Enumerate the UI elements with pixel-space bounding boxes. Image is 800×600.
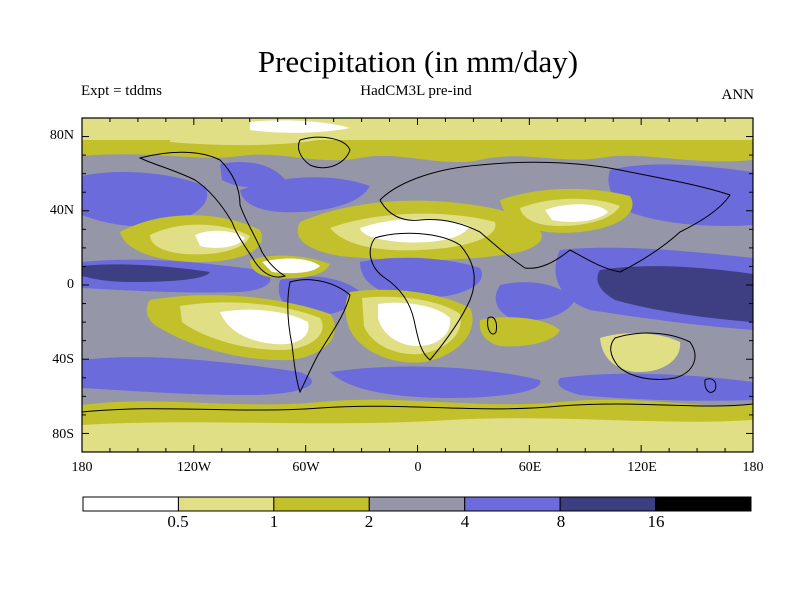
coast-africa: [369, 232, 475, 361]
arctic-band-2: [82, 140, 753, 163]
colorbar: [82, 496, 752, 512]
s-indian-dry-2: [479, 317, 560, 347]
coastlines: [82, 136, 753, 413]
y-tick-label-40s: 40S: [52, 352, 74, 367]
y-tick-label-0: 0: [67, 277, 74, 292]
coast-north-america: [138, 151, 287, 278]
ne-pacific-subtropic-0: [195, 230, 245, 248]
coast-madagascar: [487, 316, 497, 335]
colorbar-label-16: 16: [647, 512, 665, 531]
x-tick-label-0: 0: [414, 460, 422, 475]
colorbar-label-8: 8: [556, 512, 566, 531]
central-asia-0: [545, 204, 608, 222]
model-label: HadCM3L pre-ind: [360, 83, 472, 99]
southern-ocean-wet-1: [82, 357, 312, 395]
north-atlantic-wet: [240, 177, 370, 213]
experiment-label: Expt = tddms: [81, 83, 162, 99]
arctic-white-patch: [250, 120, 350, 133]
colorbar-swatch: [655, 496, 752, 512]
se-pacific-dry-0: [220, 309, 309, 345]
map-title: Precipitation (in mm/day): [257, 44, 579, 79]
season-label: ANN: [721, 87, 755, 103]
colorbar-swatch: [464, 496, 561, 512]
colorbar-swatch: [82, 496, 179, 512]
colorbar-swatch: [177, 496, 275, 512]
itcz-pacific-very-wet: [82, 264, 210, 282]
colorbar-swatch: [368, 496, 466, 512]
x-tick-label-120e: 120E: [627, 460, 657, 475]
x-tick-label-180w: 180: [71, 460, 93, 475]
x-tick-label-120w: 120W: [176, 460, 212, 475]
coast-new-zealand: [704, 378, 717, 393]
east-asia-wet: [608, 164, 753, 226]
y-tick-label-80s: 80S: [52, 427, 74, 442]
north-pacific-wet: [82, 171, 208, 227]
x-tick-label-60e: 60E: [518, 460, 542, 475]
y-tick-label-80n: 80N: [49, 128, 74, 143]
colorbar-label-1: 1: [269, 512, 279, 531]
coast-australia: [610, 332, 696, 380]
colorbar-swatch: [559, 496, 657, 512]
y-tick-label-40n: 40N: [49, 203, 74, 218]
x-tick-label-60w: 60W: [292, 460, 320, 475]
sahara-belt-0: [360, 218, 470, 243]
colorbar-label-2: 2: [364, 512, 374, 531]
coast-greenland: [297, 136, 351, 169]
colorbar-label-4: 4: [460, 512, 470, 531]
axis-ticks: [81, 117, 754, 453]
maritime-continent-very-wet: [597, 266, 753, 322]
southern-ocean-wet-2: [330, 366, 541, 398]
southern-ocean-wet-3: [558, 373, 753, 401]
colorbar-swatch: [273, 496, 370, 512]
australia-dry-1: [600, 333, 681, 372]
colorbar-label-0-5: 0.5: [167, 512, 189, 531]
north-america-wet: [220, 161, 285, 188]
antarctic-band-1b: [82, 418, 753, 438]
indian-ocean-wet: [495, 282, 575, 321]
x-tick-label-180e: 180: [742, 460, 764, 475]
coast-eurasia: [379, 161, 731, 273]
coast-south-america: [287, 279, 351, 394]
precipitation-field: [82, 118, 753, 452]
africa-itcz-wet: [360, 257, 482, 298]
coast-antarctica: [82, 403, 753, 413]
s-atlantic-dry-0: [378, 302, 451, 346]
